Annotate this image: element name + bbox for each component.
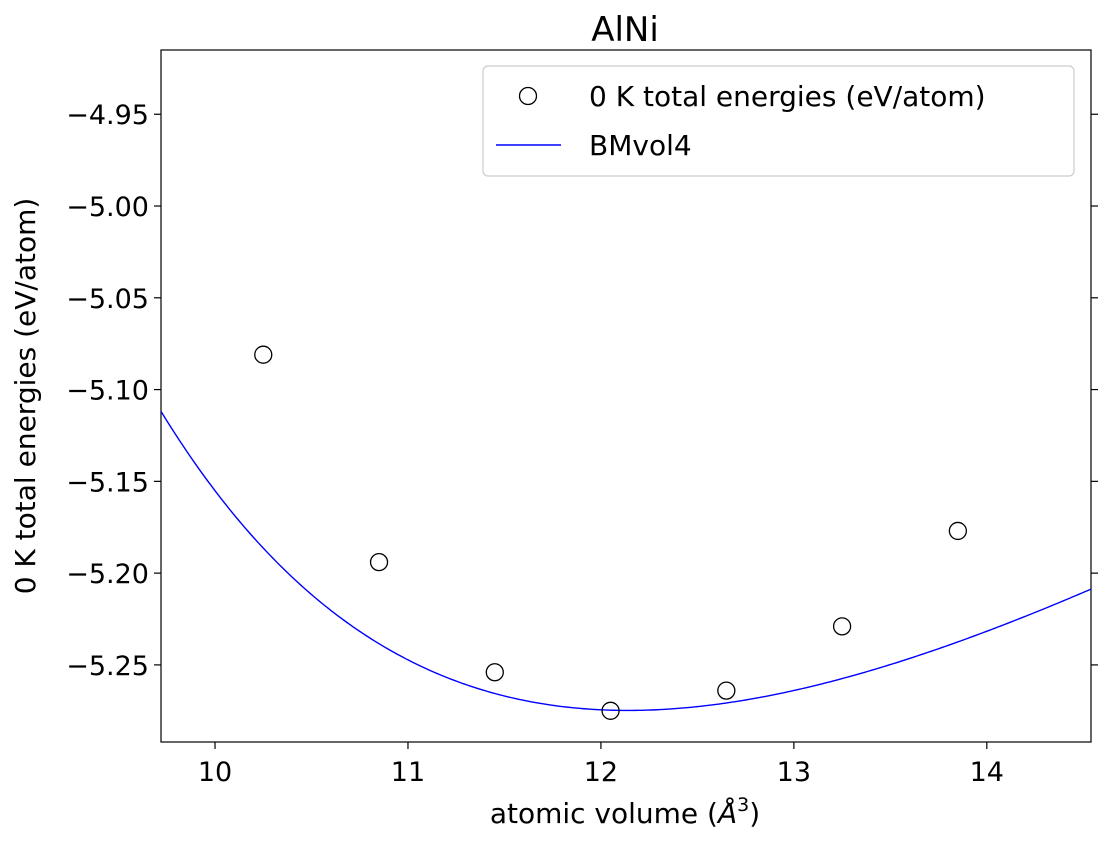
legend-label-bmvol4: BMvol4	[589, 129, 692, 162]
y-axis-label: 0 K total energies (eV/atom)	[9, 198, 42, 595]
data-point	[717, 681, 736, 700]
y-tick-label: −5.15	[66, 467, 149, 498]
data-point	[832, 617, 852, 636]
legend: 0 K total energies (eV/atom) BMvol4	[482, 65, 1075, 177]
plot-frame	[160, 49, 1092, 743]
y-tick-label: −5.10	[66, 376, 149, 407]
data-point	[369, 552, 389, 572]
data-point	[948, 521, 968, 541]
legend-box	[482, 65, 1075, 177]
x-tick-label: 12	[584, 757, 618, 788]
y-tick-label: −5.05	[66, 284, 149, 315]
x-tick-label: 11	[391, 757, 425, 788]
legend-label-energies: 0 K total energies (eV/atom)	[589, 80, 986, 113]
y-tick-label: −5.00	[66, 192, 149, 223]
x-tick-label: 10	[198, 757, 232, 788]
data-point	[254, 345, 273, 364]
x-tick-label: 14	[970, 757, 1004, 788]
data-point	[485, 663, 504, 682]
x-tick-label: 13	[777, 757, 811, 788]
data-point	[601, 701, 620, 720]
x-axis-label: atomic volume (Å3)	[490, 794, 760, 830]
y-tick-label: −5.20	[66, 559, 149, 590]
series-line-bmvol4	[161, 410, 1091, 712]
legend-marker-energies	[518, 86, 538, 106]
chart-title: AlNi	[591, 10, 659, 50]
y-tick-label: −5.25	[66, 651, 149, 682]
y-tick-label: −4.95	[66, 100, 149, 131]
